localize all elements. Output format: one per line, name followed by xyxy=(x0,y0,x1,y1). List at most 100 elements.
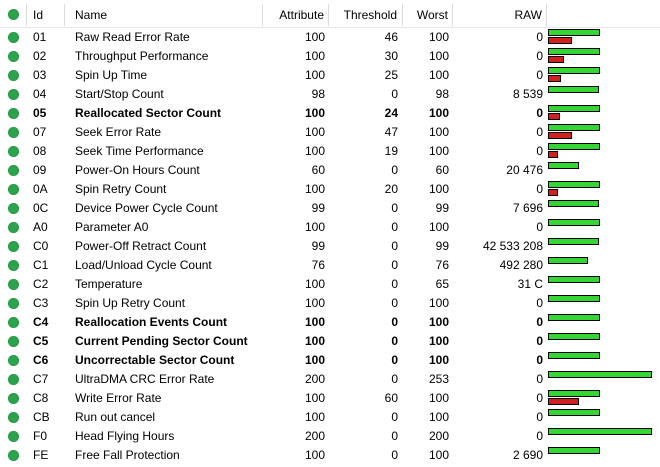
status-ok-icon xyxy=(8,279,19,290)
table-row[interactable]: 08 Seek Time Performance 100 19 100 0 xyxy=(0,142,660,161)
attribute-name: Spin Retry Count xyxy=(75,182,167,196)
attribute-name: Spin Up Time xyxy=(75,68,148,82)
value-bars xyxy=(547,142,660,161)
attribute-bar xyxy=(548,143,600,150)
attribute-id: CB xyxy=(33,410,50,424)
column-header-threshold[interactable]: Threshold xyxy=(329,3,403,26)
worst-value: 76 xyxy=(435,258,449,272)
attribute-id: 08 xyxy=(33,144,47,158)
attribute-value: 99 xyxy=(311,201,325,215)
attribute-value: 100 xyxy=(304,296,325,310)
table-row[interactable]: C6 Uncorrectable Sector Count 100 0 100 … xyxy=(0,351,660,370)
attribute-id: A0 xyxy=(33,220,48,234)
table-row[interactable]: CB Run out cancel 100 0 100 0 xyxy=(0,408,660,427)
value-bars xyxy=(547,427,660,446)
value-bars xyxy=(547,218,660,237)
threshold-value: 24 xyxy=(384,106,398,120)
value-bars xyxy=(547,123,660,142)
raw-value: 0 xyxy=(536,372,543,386)
table-row[interactable]: 01 Raw Read Error Rate 100 46 100 0 xyxy=(0,28,660,47)
threshold-value: 0 xyxy=(391,87,398,101)
attribute-bar xyxy=(548,200,599,207)
worst-value: 100 xyxy=(428,296,449,310)
column-header-raw[interactable]: RAW xyxy=(453,3,547,26)
attribute-bar xyxy=(548,295,600,302)
value-bars xyxy=(547,370,660,389)
attribute-bar xyxy=(548,390,600,397)
table-row[interactable]: C5 Current Pending Sector Count 100 0 10… xyxy=(0,332,660,351)
raw-value: 492 280 xyxy=(499,258,543,272)
attribute-bar xyxy=(548,428,652,435)
worst-value: 99 xyxy=(435,239,449,253)
table-row[interactable]: FE Free Fall Protection 100 0 100 2 690 xyxy=(0,446,660,465)
column-header-attribute[interactable]: Attribute xyxy=(263,3,329,26)
table-body: 01 Raw Read Error Rate 100 46 100 0 02 T… xyxy=(0,28,660,465)
attribute-name: Current Pending Sector Count xyxy=(75,334,248,348)
attribute-name: Power-On Hours Count xyxy=(75,163,200,177)
status-column-header[interactable] xyxy=(0,3,27,26)
status-ok-icon xyxy=(8,393,19,404)
table-row[interactable]: 04 Start/Stop Count 98 0 98 8 539 xyxy=(0,85,660,104)
attribute-bar xyxy=(548,447,600,454)
table-row[interactable]: C7 UltraDMA CRC Error Rate 200 0 253 0 xyxy=(0,370,660,389)
worst-value: 200 xyxy=(428,429,449,443)
table-row[interactable]: 09 Power-On Hours Count 60 0 60 20 476 xyxy=(0,161,660,180)
attribute-name: Run out cancel xyxy=(75,410,156,424)
attribute-bar xyxy=(548,181,600,188)
table-row[interactable]: 0A Spin Retry Count 100 20 100 0 xyxy=(0,180,660,199)
attribute-name: Temperature xyxy=(75,277,143,291)
attribute-bar xyxy=(548,257,588,264)
attribute-bar xyxy=(548,333,600,340)
raw-value: 0 xyxy=(536,144,543,158)
table-row[interactable]: F0 Head Flying Hours 200 0 200 0 xyxy=(0,427,660,446)
column-header-bars xyxy=(547,4,660,26)
table-row[interactable]: C0 Power-Off Retract Count 99 0 99 42 53… xyxy=(0,237,660,256)
attribute-bar xyxy=(548,314,600,321)
value-bars xyxy=(547,351,660,370)
table-row[interactable]: C8 Write Error Rate 100 60 100 0 xyxy=(0,389,660,408)
column-header-worst[interactable]: Worst xyxy=(403,3,453,26)
attribute-bar xyxy=(548,219,600,226)
threshold-bar xyxy=(548,398,579,405)
attribute-id: C2 xyxy=(33,277,49,291)
value-bars xyxy=(547,408,660,427)
table-row[interactable]: C3 Spin Up Retry Count 100 0 100 0 xyxy=(0,294,660,313)
raw-value: 0 xyxy=(536,315,543,329)
threshold-value: 0 xyxy=(391,448,398,462)
table-row[interactable]: C4 Reallocation Events Count 100 0 100 0 xyxy=(0,313,660,332)
attribute-value: 60 xyxy=(311,163,325,177)
status-ok-icon xyxy=(8,165,19,176)
status-ok-icon xyxy=(8,260,19,271)
raw-value: 0 xyxy=(536,30,543,44)
attribute-id: 05 xyxy=(33,106,47,120)
worst-value: 100 xyxy=(428,182,449,196)
raw-value: 7 696 xyxy=(512,201,543,215)
table-row[interactable]: 02 Throughput Performance 100 30 100 0 xyxy=(0,47,660,66)
attribute-value: 200 xyxy=(304,429,325,443)
table-row[interactable]: 05 Reallocated Sector Count 100 24 100 0 xyxy=(0,104,660,123)
worst-value: 100 xyxy=(428,68,449,82)
table-row[interactable]: 07 Seek Error Rate 100 47 100 0 xyxy=(0,123,660,142)
column-header-name[interactable]: Name xyxy=(65,3,263,26)
status-ok-icon xyxy=(7,9,19,20)
threshold-value: 60 xyxy=(384,391,398,405)
attribute-name: Raw Read Error Rate xyxy=(75,30,190,44)
table-row[interactable]: 03 Spin Up Time 100 25 100 0 xyxy=(0,66,660,85)
column-header-id[interactable]: Id xyxy=(27,3,65,26)
attribute-name: Free Fall Protection xyxy=(75,448,180,462)
raw-value: 0 xyxy=(536,220,543,234)
threshold-bar xyxy=(548,75,561,82)
table-row[interactable]: A0 Parameter A0 100 0 100 0 xyxy=(0,218,660,237)
attribute-value: 100 xyxy=(304,125,325,139)
table-row[interactable]: C2 Temperature 100 0 65 31 C xyxy=(0,275,660,294)
threshold-value: 0 xyxy=(391,429,398,443)
worst-value: 100 xyxy=(428,353,449,367)
threshold-bar xyxy=(548,113,560,120)
threshold-value: 0 xyxy=(391,353,398,367)
raw-value: 0 xyxy=(536,353,543,367)
raw-value: 2 690 xyxy=(512,448,543,462)
table-row[interactable]: 0C Device Power Cycle Count 99 0 99 7 69… xyxy=(0,199,660,218)
table-row[interactable]: C1 Load/Unload Cycle Count 76 0 76 492 2… xyxy=(0,256,660,275)
threshold-value: 0 xyxy=(391,201,398,215)
